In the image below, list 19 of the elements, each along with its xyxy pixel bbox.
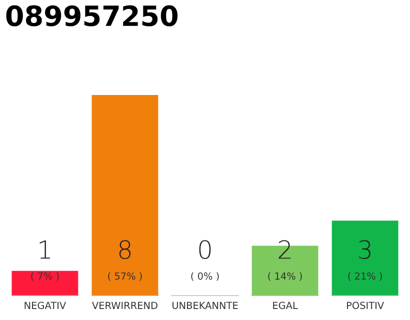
x-tick-label: UNBEKANNTE [172,302,238,310]
annotation: ( 0% ) [191,272,219,281]
bar [92,95,158,296]
x-tick-label: VERWIRREND [92,302,158,309]
chart-title: 089957250 [6,5,178,26]
annotation: ( 7% ) [31,272,59,281]
x-tick-label: NEGATIV [24,302,66,310]
data-label: 3 [359,240,370,260]
data-label: 1 [40,240,50,259]
x-tick-label: POSITIV [347,302,384,310]
data-label: 0 [199,240,211,260]
x-tick-label: EGAL [273,302,298,310]
annotation: ( 14% ) [268,272,302,281]
data-label: 8 [119,240,131,260]
annotation: ( 21% ) [348,272,382,281]
bar [332,220,398,296]
data-label: 2 [278,240,290,259]
annotation: ( 57% ) [108,272,142,281]
bar [12,270,78,296]
